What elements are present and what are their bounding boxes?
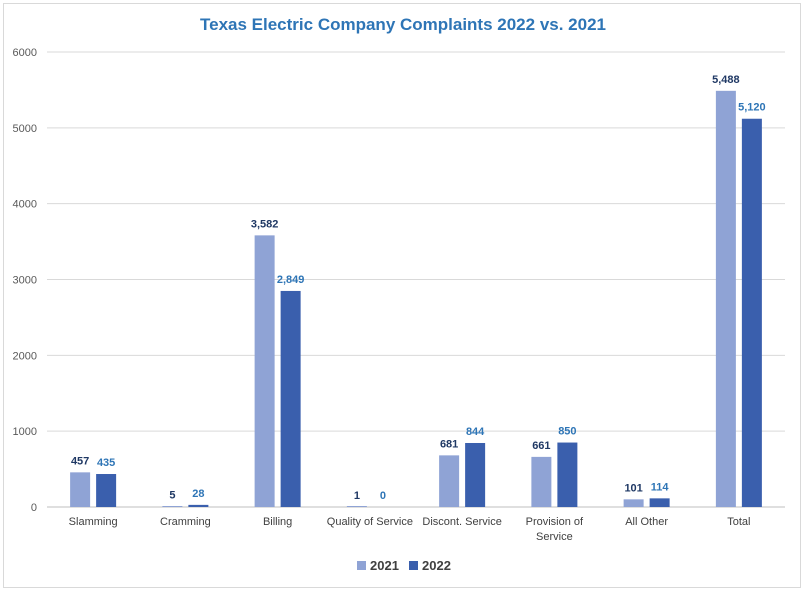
bar-2021 [623, 499, 644, 507]
x-tick-label: Slamming [69, 516, 118, 528]
data-label-2021: 5,488 [712, 74, 740, 86]
x-tick-label: Provision of [526, 516, 584, 528]
data-label-2022: 0 [380, 490, 386, 502]
data-label-2021: 1 [354, 490, 360, 502]
x-tick-label: Total [727, 516, 750, 528]
bar-2021 [162, 506, 183, 507]
bar-2022 [188, 504, 209, 507]
data-labels: 457 435 5 28 3,582 2,849 1 0 681 844 661 850 101 114 5… [71, 74, 766, 502]
bar-2022 [649, 498, 670, 507]
x-tick-label: All Other [625, 516, 668, 528]
bar-2021 [70, 472, 91, 507]
y-tick-label: 2000 [13, 350, 37, 362]
data-label-2022: 2,849 [277, 274, 305, 286]
bar-2022 [465, 442, 486, 507]
data-label-2021: 661 [532, 440, 550, 452]
bar-2022 [741, 118, 762, 507]
legend-swatch-2022 [409, 561, 418, 570]
data-label-2022: 850 [558, 426, 576, 438]
bars [70, 90, 762, 508]
x-tick-label: Discont. Service [422, 516, 501, 528]
x-axis: Slamming Cramming Billing Quality of Servic… [69, 516, 751, 543]
bar-2021 [254, 235, 275, 508]
legend-label-2022: 2022 [422, 558, 451, 573]
legend: 2021 2022 [357, 558, 451, 573]
x-tick-label: Cramming [160, 516, 211, 528]
y-tick-label: 1000 [13, 426, 37, 438]
chart-title: Texas Electric Company Complaints 2022 v… [200, 15, 606, 34]
data-label-2021: 3,582 [251, 218, 279, 230]
y-tick-label: 4000 [13, 199, 37, 211]
chart-frame [3, 3, 801, 588]
y-tick-label: 5000 [13, 123, 37, 135]
data-label-2022: 114 [651, 481, 670, 493]
data-label-2021: 101 [624, 482, 642, 494]
bar-2021 [439, 455, 460, 507]
data-label-2022: 5,120 [738, 102, 766, 114]
gridlines [47, 51, 785, 508]
data-label-2022: 435 [97, 457, 115, 469]
legend-label-2021: 2021 [370, 558, 399, 573]
data-label-2021: 681 [440, 438, 458, 450]
bar-2021 [346, 506, 367, 507]
x-tick-label: Quality of Service [327, 516, 413, 528]
y-tick-label: 6000 [13, 47, 37, 59]
bar-2022 [96, 474, 117, 507]
y-tick-label: 0 [31, 502, 37, 514]
data-label-2022: 844 [466, 426, 485, 438]
data-label-2021: 5 [169, 490, 175, 502]
data-label-2022: 28 [192, 488, 204, 500]
y-tick-label: 3000 [13, 275, 37, 287]
x-tick-label: Billing [263, 516, 292, 528]
y-axis: 0 1000 2000 3000 4000 5000 6000 [13, 47, 37, 514]
bar-2022 [280, 290, 301, 507]
x-tick-label: Service [536, 531, 573, 543]
legend-swatch-2021 [357, 561, 366, 570]
bar-2022 [557, 442, 578, 507]
data-label-2021: 457 [71, 455, 89, 467]
bar-2021 [715, 90, 736, 508]
bar-2021 [531, 456, 552, 507]
